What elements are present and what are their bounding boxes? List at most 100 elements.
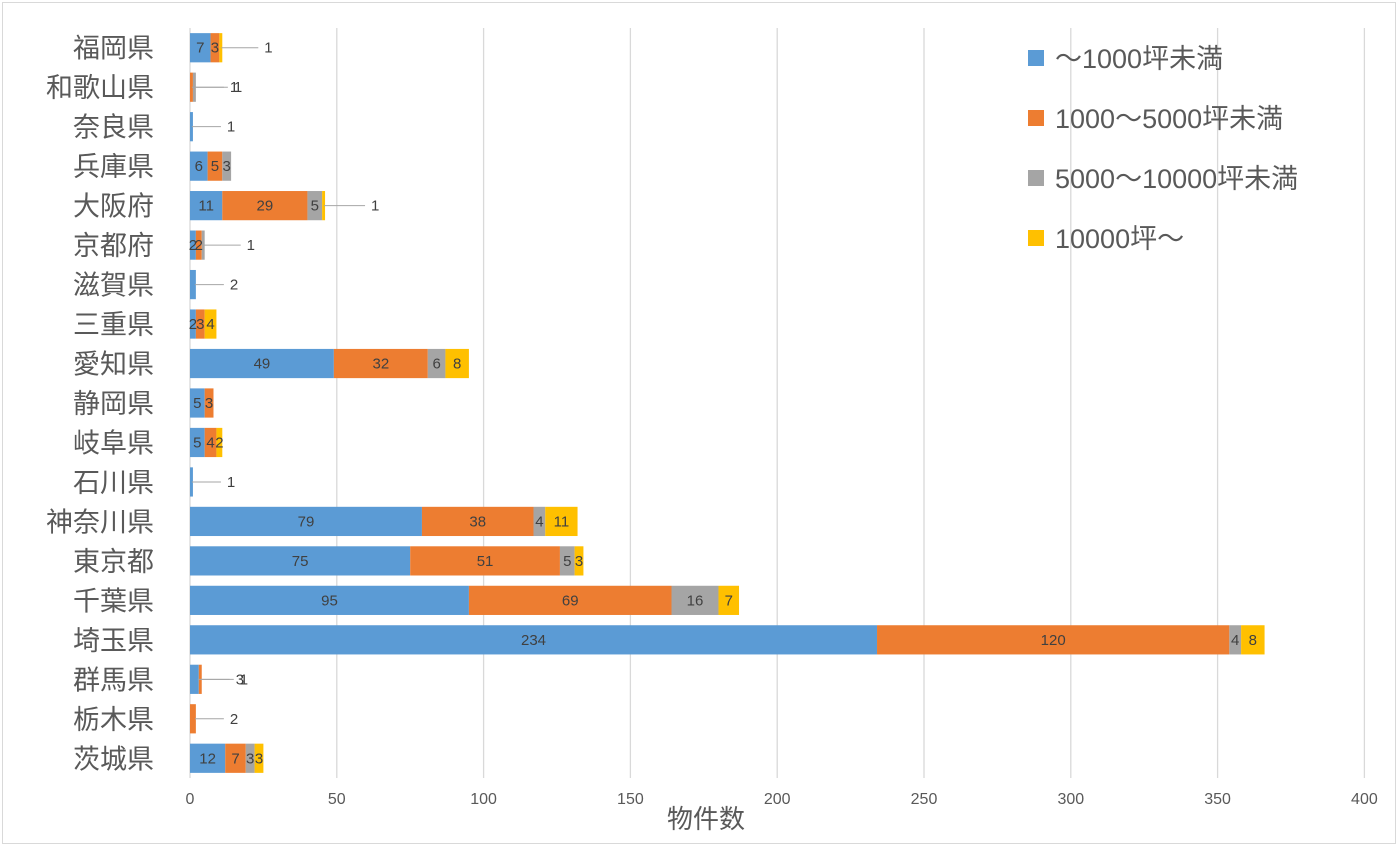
bar-segment (190, 191, 223, 221)
bar-segment (195, 309, 205, 339)
bar-segment (195, 230, 202, 260)
data-label: 5 (193, 434, 201, 451)
data-label: 7 (196, 40, 204, 57)
bar-segment (427, 348, 446, 379)
legend-swatch (1028, 50, 1044, 66)
bar-segment (190, 309, 196, 339)
bar-segment (545, 506, 578, 537)
x-tick-label: 350 (1204, 791, 1231, 808)
data-label: 3 (246, 750, 254, 767)
bar-segment (225, 743, 246, 773)
bar-segment (445, 348, 469, 379)
data-label: 5 (311, 198, 319, 215)
category-label: 静岡県 (73, 389, 154, 420)
data-label: 3 (255, 750, 263, 767)
bar-segment (190, 427, 205, 458)
category-label: 滋賀県 (73, 271, 154, 302)
data-label: 32 (372, 356, 389, 373)
x-tick-label: 400 (1351, 791, 1378, 808)
legend-swatch (1028, 170, 1044, 186)
data-label: 1 (234, 79, 242, 96)
category-label: 栃木県 (73, 705, 154, 736)
bar-segment (190, 348, 334, 379)
bar-segment (671, 585, 719, 615)
category-label: 群馬県 (73, 665, 154, 696)
data-label: 1 (227, 119, 235, 136)
data-label: 12 (199, 750, 216, 767)
bar-segment (190, 664, 199, 694)
bar-segment (216, 427, 223, 458)
bar-segment (245, 743, 255, 773)
bar-segment (190, 33, 211, 63)
data-label: 1 (247, 237, 255, 254)
bar-segment (190, 388, 205, 418)
bar-segment (210, 33, 220, 63)
data-label: 3 (575, 553, 583, 570)
gridlines (189, 28, 1366, 778)
data-label: 95 (321, 592, 338, 609)
legend-label: 5000〜10000坪未満 (1055, 164, 1298, 194)
bar-segment (219, 33, 223, 63)
data-label: 6 (195, 158, 203, 175)
bar-segment (307, 191, 323, 221)
bar-segment (222, 151, 232, 181)
data-label: 4 (206, 316, 214, 333)
data-label: 8 (453, 356, 461, 373)
data-label: 1 (264, 40, 272, 57)
bar-segment (190, 743, 226, 773)
data-label: 4 (1231, 632, 1239, 649)
category-label: 福岡県 (73, 34, 154, 65)
bar-segment (468, 585, 672, 615)
category-label: 兵庫県 (73, 152, 154, 183)
data-label: 2 (189, 237, 197, 254)
bars (190, 33, 1265, 773)
x-axis-title: 物件数 (667, 805, 745, 835)
bar-segment (190, 269, 196, 300)
bar-segment (1241, 625, 1265, 655)
bar-segment (421, 506, 534, 537)
data-label: 49 (254, 356, 271, 373)
legend-swatch (1028, 230, 1044, 246)
bar-segment (877, 625, 1230, 655)
bar-segment (190, 467, 193, 497)
data-label: 2 (195, 237, 203, 254)
category-label: 岐阜県 (73, 428, 154, 459)
data-label: 234 (521, 632, 546, 649)
data-label: 3 (236, 671, 244, 688)
x-tick-label: 200 (764, 791, 791, 808)
bar-segment (201, 230, 205, 260)
data-label: 51 (477, 553, 494, 570)
category-label: 三重県 (73, 310, 154, 341)
bar-segment (190, 72, 193, 102)
data-label: 4 (535, 513, 543, 530)
data-label: 11 (198, 198, 214, 215)
data-label: 120 (1041, 632, 1066, 649)
x-tick-label: 100 (470, 791, 497, 808)
data-label: 3 (196, 316, 204, 333)
x-tick-label: 50 (328, 791, 346, 808)
x-tick-label: 250 (911, 791, 938, 808)
data-label: 38 (469, 513, 486, 530)
data-label: 79 (298, 513, 315, 530)
data-label: 1 (240, 671, 248, 688)
data-label: 5 (211, 158, 219, 175)
bar-segment (222, 191, 308, 221)
bar-segment (204, 309, 217, 339)
data-label: 1 (227, 474, 235, 491)
x-tick-label: 300 (1057, 791, 1084, 808)
bar-segment (718, 585, 740, 615)
bar-segment (204, 427, 217, 458)
data-label: 69 (562, 592, 579, 609)
category-label: 千葉県 (73, 586, 154, 617)
bar-segment (190, 230, 196, 260)
legend-label: 10000坪〜 (1055, 224, 1184, 254)
x-tick-label: 0 (186, 791, 195, 808)
bar-segment (322, 191, 326, 221)
category-label: 奈良県 (73, 113, 154, 144)
legend-label: 1000〜5000坪未満 (1055, 104, 1283, 134)
data-label: 3 (211, 40, 219, 57)
data-label: 3 (205, 395, 213, 412)
